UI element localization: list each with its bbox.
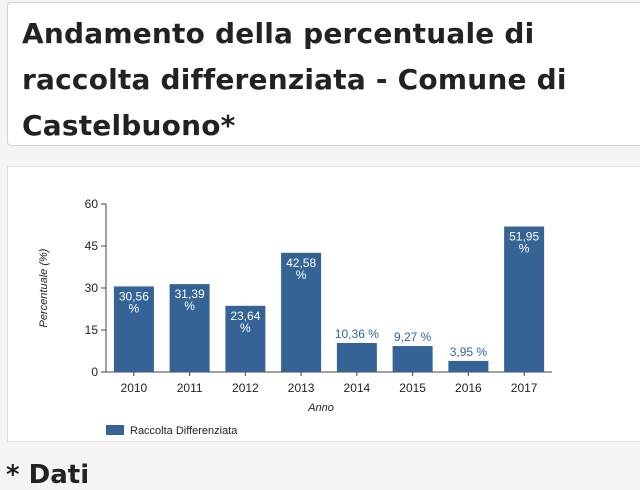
data-label: 31,39 (175, 287, 205, 301)
data-label: 42,58 (286, 256, 316, 270)
x-tick-label: 2013 (288, 381, 315, 395)
data-label: 10,36 % (335, 327, 379, 341)
data-label-unit: % (129, 301, 140, 315)
bar-2011 (169, 284, 210, 372)
y-axis-title: Percentuale (%) (38, 248, 50, 327)
chart-panel: 0 15 30 45 60 2010 30,56% 2011 31,39% 2012 23,64% 2… (7, 166, 640, 442)
page-title: Andamento della percentuale di raccolta … (22, 17, 567, 142)
x-tick-label: 2012 (232, 381, 259, 395)
y-tick-label: 0 (91, 365, 98, 379)
y-tick-label: 30 (85, 281, 99, 295)
bar-2015 (392, 346, 433, 372)
title-panel: Andamento della percentuale di raccolta … (7, 2, 640, 146)
x-tick-label: 2011 (177, 381, 203, 395)
x-tick-label: 2010 (121, 381, 148, 395)
data-label: 30,56 (119, 289, 149, 303)
y-tick-label: 45 (85, 239, 99, 253)
data-label: 51,95 (509, 230, 539, 244)
x-tick-label: 2014 (344, 381, 371, 395)
bar-2012 (225, 305, 266, 372)
y-tick-label: 60 (85, 197, 99, 211)
bar-2010 (113, 286, 154, 372)
data-label-unit: % (184, 299, 195, 313)
data-label: 23,64 (230, 309, 260, 323)
bar-2013 (281, 252, 322, 372)
data-label-unit: % (240, 321, 251, 335)
bar-2016 (448, 360, 489, 372)
data-label: 9,27 % (394, 330, 432, 344)
bar-2017 (504, 226, 545, 372)
y-tick-label: 15 (85, 323, 99, 337)
x-tick-label: 2017 (511, 381, 538, 395)
bar-chart: 0 15 30 45 60 2010 30,56% 2011 31,39% 2012 23,64% 2… (38, 197, 552, 437)
x-tick-label: 2016 (455, 381, 482, 395)
data-label: 3,95 % (450, 345, 488, 359)
legend-swatch (106, 425, 124, 435)
data-label-unit: % (296, 268, 307, 282)
x-axis-title: Anno (307, 402, 334, 414)
x-tick-label: 2015 (399, 381, 426, 395)
footer-note: * Dati (6, 460, 90, 490)
bar-2014 (336, 342, 377, 372)
legend-label: Raccolta Differenziata (130, 425, 238, 437)
data-label-unit: % (519, 242, 530, 256)
